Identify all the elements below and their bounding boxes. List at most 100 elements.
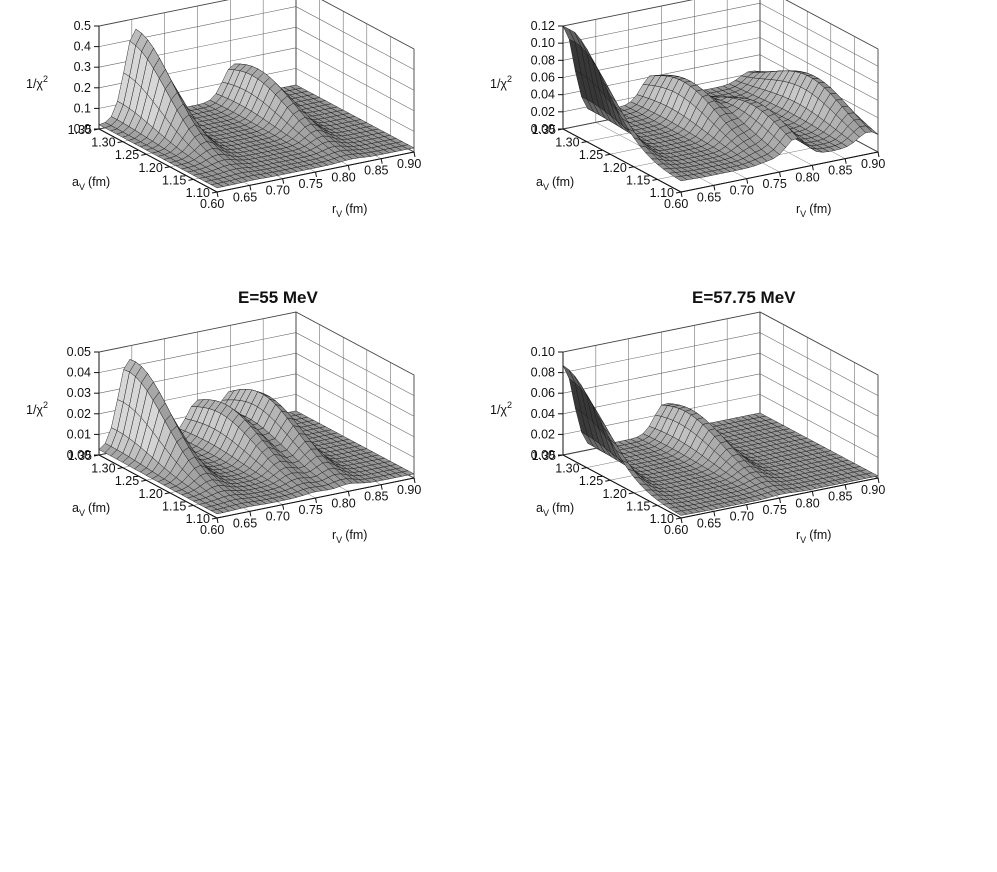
r-tick-mark — [315, 497, 317, 504]
a-tick-label: 1.15 — [162, 499, 186, 513]
r-tick-mark — [779, 171, 781, 178]
a-tick-label: 1.25 — [115, 474, 139, 488]
a-tick-mark — [557, 128, 564, 131]
z-tick-label: 0.03 — [67, 386, 91, 400]
a-tick-label: 1.15 — [162, 173, 186, 187]
a-axis — [562, 454, 682, 519]
surface-cell — [674, 175, 688, 182]
z-tick-label: 0.02 — [531, 427, 555, 441]
r-axis-label-unit: (fm) — [809, 202, 831, 216]
panel-title-3: E=55 MeV — [238, 288, 318, 307]
r-tick-label: 0.90 — [397, 483, 421, 497]
r-tick-label: 0.70 — [266, 510, 290, 524]
r-tick-label: 0.85 — [828, 490, 852, 504]
z-tick-label: 0.3 — [74, 60, 91, 74]
z-axis-label: 1/χ2 — [26, 400, 48, 417]
surface-plot-4: 0.00 0.02 0.04 0.06 0.08 0.10 1.101.151.201.25… — [490, 311, 885, 545]
r-tick-label: 0.75 — [763, 177, 787, 191]
z-tick-label: 0.05 — [67, 345, 91, 359]
r-tick-label: 0.85 — [364, 164, 388, 178]
a-axis-label-unit: (fm) — [88, 175, 110, 189]
surface-cell — [674, 510, 688, 516]
a-axis-label-main: a — [72, 175, 79, 189]
a-axis-label-sub: V — [543, 508, 549, 518]
surface-panel-2: 0.00 0.02 0.04 0.06 0.08 0.10 0.12 1.10 1.15 1.20… — [476, 0, 946, 235]
z-tick-label: 0.5 — [74, 19, 91, 33]
panel-title-4: E=57.75 MeV — [692, 288, 796, 307]
surface-mesh — [562, 365, 879, 516]
a-axis-label-unit: (fm) — [88, 501, 110, 515]
r-tick-label: 0.65 — [233, 190, 257, 204]
r-tick-mark — [249, 185, 252, 191]
a-tick-mark — [581, 467, 587, 470]
surface-plot-3: 0.00 0.01 0.02 0.03 0.04 0.05 1.101.151.201.25… — [26, 311, 421, 545]
z-tick-label: 0.02 — [67, 407, 91, 421]
a-tick-mark — [117, 467, 123, 470]
a-axis-label-unit: (fm) — [552, 501, 574, 515]
a-tick-mark — [675, 517, 682, 520]
r-tick-label: 0.75 — [299, 503, 323, 517]
r-axis-label-main: r — [796, 528, 800, 542]
a-tick-mark — [211, 191, 218, 194]
z-tick-label: 0.02 — [531, 105, 555, 119]
r-tick-mark — [713, 185, 716, 191]
a-axis-label: aV (fm) — [536, 175, 574, 192]
a-tick-mark — [605, 153, 611, 156]
a-tick-mark — [141, 153, 147, 156]
a-tick-label: 1.25 — [579, 474, 603, 488]
a-tick-label: 1.20 — [138, 487, 162, 501]
a-tick-mark — [581, 141, 587, 144]
r-axis-label-main: r — [332, 202, 336, 216]
r-tick-label: 0.75 — [763, 503, 787, 517]
surface-cell — [210, 509, 224, 515]
surface-panel-3: 0.00 0.01 0.02 0.03 0.04 0.05 1.10 1.15 1.20 1.25… — [12, 311, 482, 561]
z-tick-label: 0.2 — [74, 81, 91, 95]
axes: 0.00 0.02 0.04 0.06 0.08 0.10 1.101.151.201.25… — [490, 345, 885, 545]
r-tick-mark — [844, 158, 847, 164]
r-tick-label: 0.70 — [266, 184, 290, 198]
r-tick-mark — [216, 517, 219, 524]
a-tick-mark — [141, 479, 147, 482]
r-axis-label: rV (fm) — [796, 202, 831, 219]
z-tick-label: 0.12 — [531, 19, 555, 33]
z-tick-label: 0.10 — [531, 345, 555, 359]
z-axis-label-main: 1/χ — [26, 77, 43, 91]
r-tick-label: 0.65 — [233, 516, 257, 530]
r-tick-mark — [680, 191, 683, 198]
surface-plot-1: 0.0 0.1 0.2 0.3 0.4 0.5 1.101.151.201.251.301.… — [26, 0, 421, 219]
r-tick-label: 0.70 — [730, 184, 754, 198]
a-tick-label: 1.35 — [532, 449, 556, 463]
r-tick-mark — [877, 151, 880, 158]
a-axis — [98, 128, 218, 193]
r-tick-mark — [282, 178, 285, 184]
z-tick-label: 0.01 — [67, 427, 91, 441]
z-tick-label: 0.00 — [531, 448, 555, 462]
a-tick-label: 1.20 — [602, 161, 626, 175]
r-tick-mark — [413, 477, 416, 484]
r-tick-mark — [380, 158, 383, 164]
r-tick-label: 0.65 — [697, 516, 721, 530]
z-axis-label-sup: 2 — [43, 400, 48, 410]
r-tick-mark — [746, 178, 749, 184]
a-tick-mark — [93, 128, 100, 131]
r-tick-mark — [216, 191, 219, 198]
a-tick-mark — [164, 166, 170, 169]
r-tick-mark — [249, 511, 252, 517]
a-tick-label: 1.20 — [602, 487, 626, 501]
a-tick-label: 1.10 — [186, 512, 210, 526]
a-tick-label: 1.25 — [579, 148, 603, 162]
r-tick-label: 0.60 — [664, 523, 688, 537]
a-tick-label: 1.35 — [532, 123, 556, 137]
r-tick-label: 0.60 — [664, 197, 688, 211]
a-axis-label-main: a — [536, 175, 543, 189]
a-axis-label-sub: V — [79, 508, 85, 518]
a-tick-label: 1.10 — [650, 186, 674, 200]
z-axis-label-main: 1/χ — [490, 403, 507, 417]
z-axis-label-main: 1/χ — [490, 77, 507, 91]
a-tick-label: 1.30 — [555, 462, 579, 476]
a-tick-mark — [117, 141, 123, 144]
z-tick-label: 0.08 — [531, 366, 555, 380]
axes: 0.00 0.01 0.02 0.03 0.04 0.05 1.101.151.201.25… — [26, 345, 421, 545]
axes: 0.00 0.02 0.04 0.06 0.08 0.10 0.12 1.101.151.20… — [490, 19, 885, 219]
r-tick-label: 0.80 — [331, 170, 355, 184]
